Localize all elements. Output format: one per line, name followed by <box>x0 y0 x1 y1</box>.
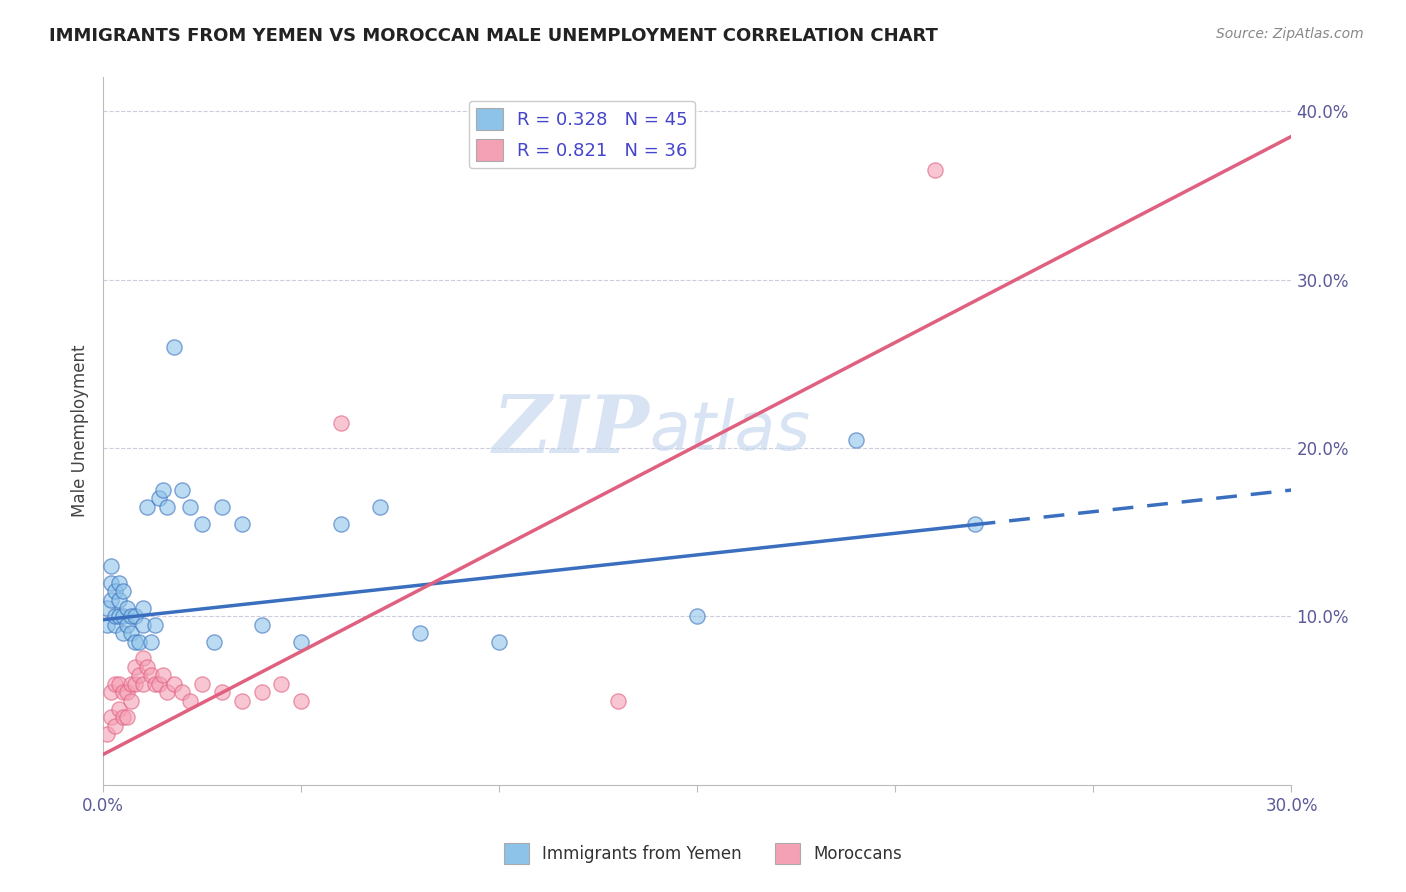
Point <box>132 676 155 690</box>
Point <box>132 617 155 632</box>
Point <box>191 676 214 690</box>
Point <box>179 693 201 707</box>
Point <box>163 676 186 690</box>
Point <box>270 676 292 690</box>
Point <box>155 500 177 514</box>
Point <box>111 626 134 640</box>
Point <box>100 710 122 724</box>
Point <box>96 617 118 632</box>
Point <box>120 676 142 690</box>
Point <box>686 609 709 624</box>
Point <box>96 727 118 741</box>
Point <box>115 710 138 724</box>
Point <box>139 634 162 648</box>
Point <box>100 685 122 699</box>
Point <box>128 634 150 648</box>
Point <box>231 693 253 707</box>
Point <box>143 617 166 632</box>
Point <box>115 601 138 615</box>
Point <box>108 609 131 624</box>
Point <box>172 483 194 497</box>
Point <box>607 693 630 707</box>
Point <box>135 500 157 514</box>
Point <box>111 609 134 624</box>
Text: atlas: atlas <box>650 398 811 464</box>
Point <box>179 500 201 514</box>
Point <box>290 634 312 648</box>
Point <box>120 693 142 707</box>
Point <box>202 634 225 648</box>
Point <box>143 676 166 690</box>
Point <box>104 584 127 599</box>
Text: IMMIGRANTS FROM YEMEN VS MOROCCAN MALE UNEMPLOYMENT CORRELATION CHART: IMMIGRANTS FROM YEMEN VS MOROCCAN MALE U… <box>49 27 938 45</box>
Point <box>148 491 170 506</box>
Point <box>250 617 273 632</box>
Point <box>128 668 150 682</box>
Point <box>329 416 352 430</box>
Point <box>370 500 392 514</box>
Point <box>111 710 134 724</box>
Point <box>96 601 118 615</box>
Point <box>211 685 233 699</box>
Point <box>104 617 127 632</box>
Point <box>132 601 155 615</box>
Point <box>124 609 146 624</box>
Point <box>152 668 174 682</box>
Point <box>100 575 122 590</box>
Text: ZIP: ZIP <box>494 392 650 470</box>
Point <box>124 634 146 648</box>
Point <box>108 676 131 690</box>
Point <box>290 693 312 707</box>
Point <box>104 676 127 690</box>
Point <box>139 668 162 682</box>
Point <box>488 634 510 648</box>
Point <box>211 500 233 514</box>
Point <box>124 676 146 690</box>
Point <box>152 483 174 497</box>
Point <box>108 702 131 716</box>
Point <box>191 516 214 531</box>
Legend: Immigrants from Yemen, Moroccans: Immigrants from Yemen, Moroccans <box>498 837 908 871</box>
Point <box>963 516 986 531</box>
Point <box>924 163 946 178</box>
Point <box>409 626 432 640</box>
Legend: R = 0.328   N = 45, R = 0.821   N = 36: R = 0.328 N = 45, R = 0.821 N = 36 <box>468 101 695 168</box>
Point <box>115 685 138 699</box>
Point <box>231 516 253 531</box>
Point <box>155 685 177 699</box>
Point <box>329 516 352 531</box>
Point <box>108 592 131 607</box>
Point <box>108 575 131 590</box>
Point <box>845 433 868 447</box>
Point <box>100 558 122 573</box>
Point <box>104 609 127 624</box>
Point <box>120 626 142 640</box>
Point <box>124 660 146 674</box>
Point <box>163 340 186 354</box>
Point <box>104 719 127 733</box>
Point <box>115 617 138 632</box>
Point <box>148 676 170 690</box>
Point <box>100 592 122 607</box>
Point <box>111 584 134 599</box>
Text: Source: ZipAtlas.com: Source: ZipAtlas.com <box>1216 27 1364 41</box>
Point <box>132 651 155 665</box>
Point <box>120 609 142 624</box>
Point <box>111 685 134 699</box>
Point <box>250 685 273 699</box>
Y-axis label: Male Unemployment: Male Unemployment <box>72 345 89 517</box>
Point <box>172 685 194 699</box>
Point <box>135 660 157 674</box>
